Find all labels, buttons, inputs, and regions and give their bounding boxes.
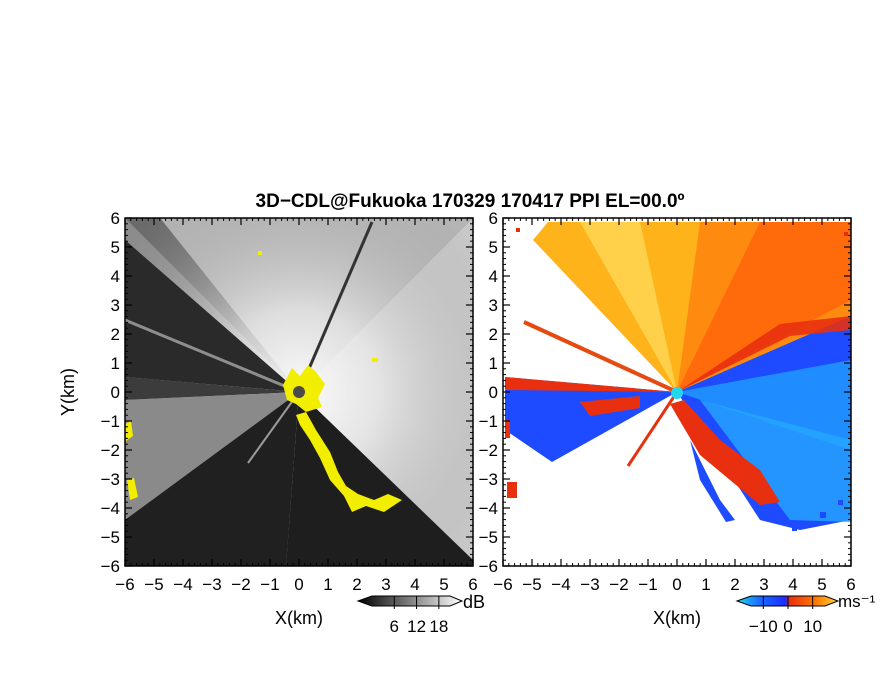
reflectivity-x-tick-label: −5 [144,575,163,594]
velocity-x-tick-label: −5 [522,575,541,594]
figure-title: 3D−CDL@Fukuoka 170329 170417 PPI EL=00.0… [256,191,685,212]
reflectivity-y-tick-label: −5 [101,528,120,547]
reflectivity-colorbar-unit: dB [463,592,485,612]
velocity-y-tick-label: 0 [489,383,498,402]
velocity-x-tick-label: 5 [817,575,826,594]
reflectivity-x-tick-label: 6 [468,575,477,594]
reflectivity-colorbar-ticks: 6 12 18 [390,596,448,636]
reflectivity-y-tick-label: 6 [111,209,120,228]
velocity-x-tick-label: −6 [493,575,512,594]
velocity-y-tick-label: −3 [479,470,498,489]
velocity-colorbar-tick-label: −10 [749,617,778,636]
reflectivity-colorbar-bar [356,595,464,607]
reflectivity-x-tick-label: 3 [381,575,390,594]
reflectivity-x-tick-label: 5 [439,575,448,594]
reflectivity-y-tick-label: −3 [101,470,120,489]
velocity-y-tick-label: −1 [479,412,498,431]
reflectivity-panel: −6 −5 −4 −3 −2 −1 0 1 2 3 4 5 6 −6−5−4−3−2−10123456 … [58,209,485,636]
velocity-x-tick-label: −3 [580,575,599,594]
velocity-x-tick-label: 0 [672,575,681,594]
reflectivity-x-tick-label: −1 [260,575,279,594]
reflectivity-x-tick-label: −4 [173,575,192,594]
reflectivity-x-tick-label: 1 [323,575,332,594]
velocity-y-tick-label: 2 [489,325,498,344]
reflectivity-x-axis-label: X(km) [275,608,323,628]
velocity-x-tick-label: −1 [638,575,657,594]
reflectivity-colorbar: 6 12 18 dB [356,592,485,636]
velocity-x-tick-label: 3 [759,575,768,594]
velocity-x-tick-label: −4 [551,575,570,594]
reflectivity-x-ticks: −6 −5 −4 −3 −2 −1 0 1 2 3 4 5 6 [115,218,478,594]
velocity-colorbar-unit: ms⁻¹ [838,592,876,611]
reflectivity-colorbar-tick-label: 6 [390,617,399,636]
velocity-y-tick-label: 1 [489,354,498,373]
velocity-colorbar-tick-label: 0 [783,617,792,636]
velocity-colorbar-tick-label: 10 [803,617,822,636]
velocity-y-tick-label: 3 [489,296,498,315]
reflectivity-y-tick-label: 5 [111,238,120,257]
velocity-x-tick-label: 4 [788,575,797,594]
velocity-y-tick-label: −4 [479,499,498,518]
reflectivity-x-tick-label: 2 [352,575,361,594]
reflectivity-y-tick-label: 1 [111,354,120,373]
reflectivity-image [125,218,473,566]
reflectivity-y-axis-label: Y(km) [58,368,78,416]
velocity-x-tick-label: 1 [701,575,710,594]
reflectivity-y-tick-label: −4 [101,499,120,518]
reflectivity-y-tick-label: 0 [111,383,120,402]
velocity-y-tick-label: 4 [489,267,498,286]
velocity-image [503,218,851,566]
reflectivity-x-tick-label: 0 [294,575,303,594]
velocity-y-tick-label: −5 [479,528,498,547]
velocity-y-tick-label: −6 [479,557,498,576]
reflectivity-y-ticks: −6 −5 −4 −3 −2 −1 0 1 2 3 4 5 6 [101,209,473,576]
reflectivity-x-tick-label: −3 [202,575,221,594]
reflectivity-y-tick-label: −1 [101,412,120,431]
reflectivity-y-tick-label: −2 [101,441,120,460]
reflectivity-x-tick-label: 4 [410,575,419,594]
velocity-y-tick-label: 5 [489,238,498,257]
reflectivity-colorbar-tick-label: 18 [429,617,448,636]
reflectivity-x-tick-label: −2 [231,575,250,594]
clutter-overlay [125,251,402,512]
velocity-x-tick-label: 2 [730,575,739,594]
velocity-x-ticks: −6 −5 −4 −3 −2 −1 0 1 2 3 4 5 6 [493,218,856,594]
reflectivity-y-tick-label: −6 [101,557,120,576]
velocity-x-tick-label: 6 [846,575,855,594]
velocity-y-tick-label: 6 [489,209,498,228]
reflectivity-y-tick-label: 3 [111,296,120,315]
velocity-colorbar: −10 0 10 ms⁻¹ [735,592,876,636]
velocity-colorbar-ticks: −10 0 10 [749,596,822,636]
reflectivity-y-tick-label: 2 [111,325,120,344]
reflectivity-colorbar-tick-label: 12 [407,617,426,636]
velocity-x-axis-label: X(km) [653,608,701,628]
velocity-y-ticks: −6 −5 −4 −3 −2 −1 0 1 2 3 4 5 6 [479,209,851,576]
velocity-x-tick-label: −2 [609,575,628,594]
reflectivity-x-tick-label: −6 [115,575,134,594]
reflectivity-y-tick-label: 4 [111,267,120,286]
velocity-y-tick-label: −2 [479,441,498,460]
velocity-panel: −6 −5 −4 −3 −2 −1 0 1 2 3 4 5 6 −6−5−4−3−2−10123456 … [479,209,876,636]
